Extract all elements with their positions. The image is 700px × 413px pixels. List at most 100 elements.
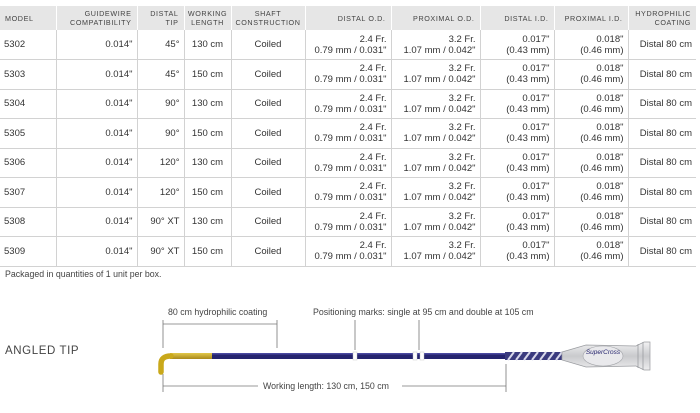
shaft-cell: Coiled xyxy=(231,207,306,237)
working-length-dimension xyxy=(162,364,507,392)
proximal-od-cell: 3.2 Fr. 1.07 mm / 0.042" xyxy=(391,236,481,267)
distal-od-cell: 2.4 Fr. 0.79 mm / 0.031" xyxy=(305,59,392,90)
proximal-od-cell: 3.2 Fr. 1.07 mm / 0.042" xyxy=(391,30,481,60)
model-cell: 5303 xyxy=(0,59,57,90)
hydrophilic-coating-label: 80 cm hydrophilic coating xyxy=(166,307,270,317)
working-length-cell: 130 cm xyxy=(184,148,232,178)
col-working-length: WORKING LENGTH xyxy=(184,6,232,30)
shaft-cell: Coiled xyxy=(231,30,306,60)
table-row: 5306 0.014" 120° 130 cm Coiled 2.4 Fr. 0.79 mm… xyxy=(0,148,696,178)
table-row: 5308 0.014" 90° XT 130 cm Coiled 2.4 Fr. 0.79 … xyxy=(0,207,696,237)
model-cell: 5306 xyxy=(0,148,57,178)
angled-tip xyxy=(158,353,212,375)
proximal-od-cell: 3.2 Fr. 1.07 mm / 0.042" xyxy=(391,207,481,237)
proximal-id-cell: 0.018" (0.46 mm) xyxy=(554,30,629,60)
guidewire-cell: 0.014" xyxy=(56,236,138,267)
guidewire-cell: 0.014" xyxy=(56,30,138,60)
coating-cell: Distal 80 cm xyxy=(628,177,696,208)
distal-od-cell: 2.4 Fr. 0.79 mm / 0.031" xyxy=(305,30,392,60)
working-length-cell: 150 cm xyxy=(184,177,232,208)
guidewire-cell: 0.014" xyxy=(56,148,138,178)
model-cell: 5308 xyxy=(0,207,57,237)
distal-id-cell: 0.017" (0.43 mm) xyxy=(480,89,555,119)
working-length-label: Working length: 130 cm, 150 cm xyxy=(261,381,391,391)
proximal-id-cell: 0.018" (0.46 mm) xyxy=(554,148,629,178)
proximal-id-cell: 0.018" (0.46 mm) xyxy=(554,236,629,267)
catheter-hub: SuperCross xyxy=(561,341,651,371)
distal-id-cell: 0.017" (0.43 mm) xyxy=(480,30,555,60)
proximal-id-cell: 0.018" (0.46 mm) xyxy=(554,59,629,90)
distal-id-cell: 0.017" (0.43 mm) xyxy=(480,118,555,149)
col-distal-id: DISTAL I.D. xyxy=(480,6,555,30)
shaft-cell: Coiled xyxy=(231,59,306,90)
shaft-cell: Coiled xyxy=(231,236,306,267)
catheter-diagram: SuperCross xyxy=(158,320,651,392)
distal-tip-cell: 90° xyxy=(137,89,185,119)
working-length-cell: 150 cm xyxy=(184,59,232,90)
col-distal-od: DISTAL O.D. xyxy=(305,6,392,30)
proximal-od-cell: 3.2 Fr. 1.07 mm / 0.042" xyxy=(391,59,481,90)
table-row: 5305 0.014" 90° 150 cm Coiled 2.4 Fr. 0.79 mm … xyxy=(0,118,696,149)
distal-od-cell: 2.4 Fr. 0.79 mm / 0.031" xyxy=(305,118,392,149)
coating-cell: Distal 80 cm xyxy=(628,30,696,60)
proximal-od-cell: 3.2 Fr. 1.07 mm / 0.042" xyxy=(391,89,481,119)
distal-tip-cell: 120° xyxy=(137,148,185,178)
distal-id-cell: 0.017" (0.43 mm) xyxy=(480,177,555,208)
distal-id-cell: 0.017" (0.43 mm) xyxy=(480,59,555,90)
model-cell: 5305 xyxy=(0,118,57,149)
distal-od-cell: 2.4 Fr. 0.79 mm / 0.031" xyxy=(305,236,392,267)
proximal-od-cell: 3.2 Fr. 1.07 mm / 0.042" xyxy=(391,177,481,208)
col-model: MODEL xyxy=(0,6,57,30)
guidewire-cell: 0.014" xyxy=(56,207,138,237)
working-length-cell: 150 cm xyxy=(184,236,232,267)
shaft-cell: Coiled xyxy=(231,177,306,208)
distal-od-cell: 2.4 Fr. 0.79 mm / 0.031" xyxy=(305,207,392,237)
table-row: 5304 0.014" 90° 130 cm Coiled 2.4 Fr. 0.79 mm … xyxy=(0,89,696,119)
distal-tip-cell: 90° xyxy=(137,118,185,149)
guidewire-cell: 0.014" xyxy=(56,89,138,119)
hydrophilic-dimension xyxy=(162,320,278,348)
model-cell: 5302 xyxy=(0,30,57,60)
distal-od-cell: 2.4 Fr. 0.79 mm / 0.031" xyxy=(305,148,392,178)
packaging-note: Packaged in quantities of 1 unit per box… xyxy=(5,269,162,279)
proximal-id-cell: 0.018" (0.46 mm) xyxy=(554,207,629,237)
shaft-cell: Coiled xyxy=(231,89,306,119)
table-row: 5309 0.014" 90° XT 150 cm Coiled 2.4 Fr. 0.79 … xyxy=(0,236,696,267)
positioning-marks-label: Positioning marks: single at 95 cm and d… xyxy=(311,307,536,317)
guidewire-cell: 0.014" xyxy=(56,59,138,90)
coating-cell: Distal 80 cm xyxy=(628,59,696,90)
shaft-cell: Coiled xyxy=(231,118,306,149)
proximal-od-cell: 3.2 Fr. 1.07 mm / 0.042" xyxy=(391,148,481,178)
proximal-id-cell: 0.018" (0.46 mm) xyxy=(554,89,629,119)
positioning-leaders xyxy=(354,320,420,350)
distal-od-cell: 2.4 Fr. 0.79 mm / 0.031" xyxy=(305,177,392,208)
distal-tip-cell: 90° XT xyxy=(137,236,185,267)
distal-tip-cell: 120° xyxy=(137,177,185,208)
coating-cell: Distal 80 cm xyxy=(628,207,696,237)
proximal-id-cell: 0.018" (0.46 mm) xyxy=(554,177,629,208)
shaft-cell: Coiled xyxy=(231,148,306,178)
spec-table: MODEL GUIDEWIRE COMPATIBILITY DISTAL TIP W… xyxy=(0,6,696,267)
proximal-id-cell: 0.018" (0.46 mm) xyxy=(554,118,629,149)
table-row: 5302 0.014" 45° 130 cm Coiled 2.4 Fr. 0.79 mm … xyxy=(0,30,696,60)
distal-od-cell: 2.4 Fr. 0.79 mm / 0.031" xyxy=(305,89,392,119)
col-distal-tip: DISTAL TIP xyxy=(137,6,185,30)
working-length-cell: 150 cm xyxy=(184,118,232,149)
distal-tip-cell: 45° xyxy=(137,30,185,60)
model-cell: 5309 xyxy=(0,236,57,267)
col-proximal-id: PROXIMAL I.D. xyxy=(554,6,629,30)
distal-tip-cell: 45° xyxy=(137,59,185,90)
catheter-shaft xyxy=(210,351,565,361)
angled-tip-label: ANGLED TIP xyxy=(5,345,80,357)
model-cell: 5307 xyxy=(0,177,57,208)
col-proximal-od: PROXIMAL O.D. xyxy=(391,6,481,30)
guidewire-cell: 0.014" xyxy=(56,177,138,208)
distal-id-cell: 0.017" (0.43 mm) xyxy=(480,148,555,178)
coating-cell: Distal 80 cm xyxy=(628,236,696,267)
col-hydrophilic-coating: HYDROPHILIC COATING xyxy=(628,6,696,30)
hub-logo: SuperCross xyxy=(586,349,621,356)
table-header-row: MODEL GUIDEWIRE COMPATIBILITY DISTAL TIP W… xyxy=(0,6,696,30)
distal-tip-cell: 90° XT xyxy=(137,207,185,237)
col-shaft-construction: SHAFT CONSTRUCTION xyxy=(231,6,306,30)
col-guidewire: GUIDEWIRE COMPATIBILITY xyxy=(56,6,138,30)
